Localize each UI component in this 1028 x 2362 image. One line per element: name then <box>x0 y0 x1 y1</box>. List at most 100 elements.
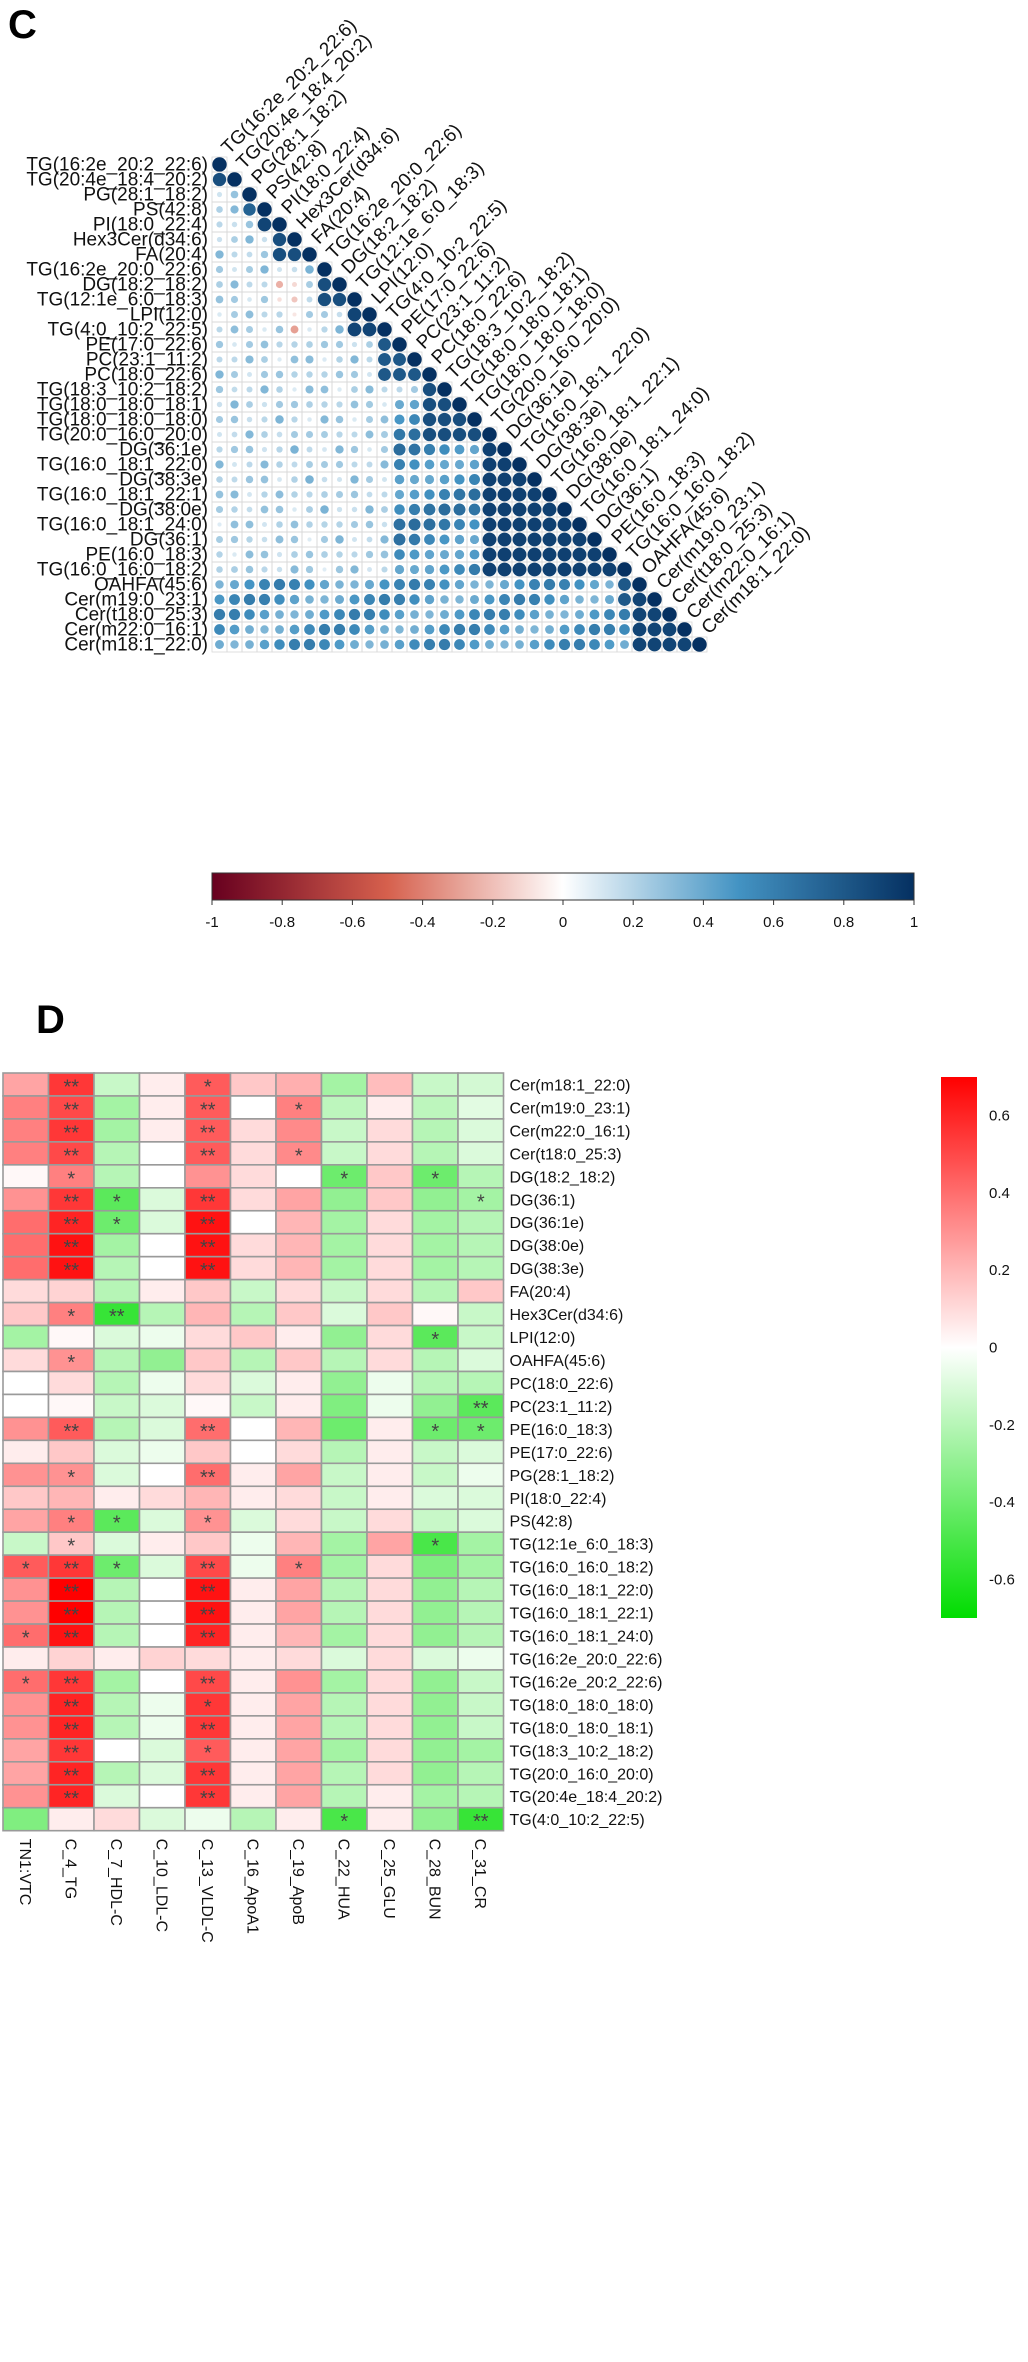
heatmap-cell <box>184 1806 232 1832</box>
correlation-circle <box>216 191 223 198</box>
correlation-circle <box>215 490 224 499</box>
panel-c-color-legend: -1 -0.8 -0.6 -0.4 -0.2 0 0.2 0.4 0.6 0.8 1 <box>205 872 918 931</box>
heatmap-cell <box>2 1508 50 1533</box>
heatmap-cell <box>2 1393 50 1419</box>
heatmap-cell <box>229 1715 277 1740</box>
heatmap-cell <box>457 1806 505 1832</box>
heatmap-cell <box>320 1301 368 1327</box>
heatmap-cell <box>320 1370 368 1396</box>
significance-mark: * <box>340 1168 348 1190</box>
heatmap-cell <box>366 1738 414 1763</box>
correlation-circle <box>304 579 315 590</box>
correlation-circle <box>497 487 512 502</box>
correlation-circle <box>409 399 420 410</box>
correlation-circle <box>587 532 602 547</box>
heatmap-cell <box>457 1462 505 1488</box>
row-label: DG(38:0e) <box>119 500 208 521</box>
correlation-circle <box>216 551 223 558</box>
correlation-circle <box>380 430 389 439</box>
colorbar-tick-label: 0.2 <box>623 914 644 931</box>
correlation-circle <box>350 490 359 499</box>
heatmap-cell <box>184 1164 232 1189</box>
correlation-circle <box>216 446 223 453</box>
correlation-circle <box>350 580 359 589</box>
correlation-circle <box>438 518 451 531</box>
row-label: TG(16:0_18:1_22:1) <box>37 485 208 506</box>
correlation-circle <box>423 443 436 456</box>
correlation-circle <box>409 414 420 425</box>
heatmap-cell <box>411 1623 459 1648</box>
significance-mark: ** <box>200 1260 216 1282</box>
correlation-circle <box>381 386 388 393</box>
correlation-circle <box>453 488 466 501</box>
correlation-circle <box>244 609 255 620</box>
heatmap-cell <box>138 1462 186 1488</box>
correlation-circle <box>332 277 347 292</box>
heatmap-cell <box>275 1738 323 1763</box>
heatmap-cell <box>2 1278 50 1304</box>
significance-mark: ** <box>200 1559 216 1581</box>
correlation-circle <box>575 595 584 604</box>
correlation-circle <box>542 502 557 517</box>
correlation-circle <box>365 505 374 514</box>
row-label: TG(16:0_16:0_18:2) <box>37 560 208 581</box>
correlation-circle <box>527 532 542 547</box>
correlation-circle <box>381 566 388 573</box>
significance-mark: * <box>431 1536 439 1558</box>
correlation-circle <box>604 609 615 620</box>
heatmap-cell <box>457 1485 505 1511</box>
heatmap-cell <box>2 1692 50 1717</box>
correlation-circle <box>231 221 238 228</box>
row-label: DG(36:1) <box>130 530 208 551</box>
correlation-circle <box>276 311 283 318</box>
heatmap-cell <box>366 1232 414 1258</box>
significance-mark: ** <box>473 1811 489 1833</box>
heatmap-cell <box>47 1646 95 1671</box>
significance-mark: ** <box>63 1628 79 1650</box>
panel-d-color-legend: 0.6 0.4 0.2 0 -0.2 -0.4 -0.6 <box>941 1077 1015 1618</box>
correlation-circle <box>351 461 358 468</box>
significance-mark: ** <box>200 1788 216 1810</box>
correlation-circle <box>378 593 391 606</box>
correlation-circle <box>230 370 239 379</box>
row-label: TG(16:2e_20:0_22:6) <box>26 260 208 281</box>
heatmap-cell <box>138 1164 186 1189</box>
correlation-circle <box>306 401 313 408</box>
heatmap-cell <box>138 1072 186 1097</box>
correlation-circle <box>247 492 252 497</box>
correlation-circle <box>468 488 481 501</box>
heatmap-cell <box>93 1416 141 1442</box>
correlation-circle <box>321 401 328 408</box>
significance-mark: * <box>67 1513 75 1535</box>
correlation-circle <box>245 430 254 439</box>
correlation-circle <box>261 566 268 573</box>
correlation-circle <box>261 431 268 438</box>
heatmap-cell <box>47 1393 95 1419</box>
correlation-circle <box>482 547 497 562</box>
correlation-circle <box>454 639 465 650</box>
correlation-circle <box>366 491 373 498</box>
heatmap-cell <box>366 1692 414 1717</box>
heatmap-cell <box>138 1761 186 1786</box>
correlation-circle <box>245 325 254 334</box>
significance-mark: ** <box>200 1145 216 1167</box>
colorbar-d <box>941 1077 977 1618</box>
heatmap-cell <box>229 1370 277 1396</box>
heatmap-cell <box>229 1462 277 1488</box>
heatmap-cell <box>275 1783 323 1809</box>
heatmap-cell <box>2 1783 50 1809</box>
correlation-circle <box>393 368 406 381</box>
heatmap-cell <box>275 1072 323 1097</box>
correlation-circle <box>319 609 330 620</box>
correlation-circle <box>545 625 554 634</box>
correlation-circle <box>351 536 358 543</box>
heatmap-cell <box>457 1761 505 1786</box>
correlation-circle <box>528 593 541 606</box>
correlation-circle <box>497 457 512 472</box>
correlation-circle <box>216 281 223 288</box>
correlation-circle <box>230 190 239 199</box>
correlation-circle <box>318 623 331 636</box>
heatmap-cell <box>138 1301 186 1327</box>
correlation-circle <box>572 562 587 577</box>
colorbar-tick-label: 0 <box>559 914 567 931</box>
